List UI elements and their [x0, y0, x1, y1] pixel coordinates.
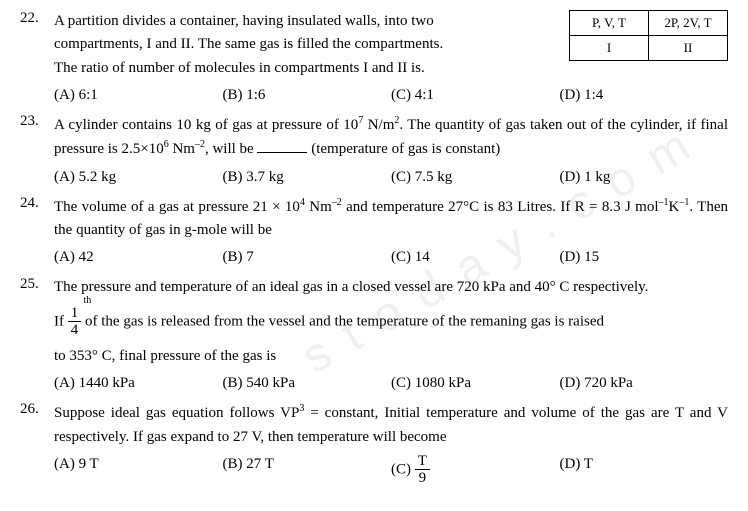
option-d: (D) T [560, 453, 729, 487]
question-text: and temperature 27°C is 83 Litres. If R … [342, 199, 659, 215]
superscript: –1 [658, 197, 668, 208]
fraction-den: 4 [68, 322, 82, 339]
diagram-cell: II [649, 36, 728, 61]
fraction-th: th [83, 295, 91, 306]
question-23: 23. A cylinder contains 10 kg of gas at … [20, 113, 728, 189]
options-row: (A) 6:1 (B) 1:6 (C) 4:1 (D) 1:4 [54, 84, 728, 107]
question-text: (temperature of gas is constant) [307, 141, 500, 157]
superscript: –2 [332, 197, 342, 208]
question-text: Suppose ideal gas equation follows VP [54, 405, 299, 421]
option-a: (A) 42 [54, 246, 223, 269]
fraction-num: 1 [68, 305, 82, 323]
question-text: A cylinder contains 10 kg of gas at pres… [54, 117, 358, 133]
options-row: (A) 1440 kPa (B) 540 kPa (C) 1080 kPa (D… [54, 372, 728, 395]
fraction: th 1 4 [68, 305, 82, 339]
question-text: Nm [169, 141, 195, 157]
options-row: (A) 5.2 kg (B) 3.7 kg (C) 7.5 kg (D) 1 k… [54, 166, 728, 189]
option-c-prefix: (C) [391, 461, 415, 477]
option-b: (B) 3.7 kg [223, 166, 392, 189]
question-26: 26. Suppose ideal gas equation follows V… [20, 401, 728, 487]
blank-line [257, 152, 307, 153]
question-text: N/m [363, 117, 394, 133]
question-number: 22. [20, 10, 54, 107]
fraction-num: T [415, 453, 430, 471]
question-number: 23. [20, 113, 54, 189]
diagram-cell: 2P, 2V, T [649, 11, 728, 36]
question-25: 25. The pressure and temperature of an i… [20, 276, 728, 396]
question-body: Suppose ideal gas equation follows VP3 =… [54, 401, 728, 487]
question-text: Nm [305, 199, 332, 215]
question-text: of the gas is released from the vessel a… [85, 313, 604, 329]
question-text: K [668, 199, 679, 215]
option-b: (B) 7 [223, 246, 392, 269]
option-d: (D) 1 kg [560, 166, 729, 189]
diagram-cell: P, V, T [570, 11, 649, 36]
question-number: 26. [20, 401, 54, 487]
question-text: The volume of a gas at pressure 21 × 10 [54, 199, 300, 215]
question-text: The ratio of number of molecules in comp… [54, 60, 425, 76]
question-body: The volume of a gas at pressure 21 × 104… [54, 195, 728, 270]
fraction: T 9 [415, 453, 430, 487]
question-number: 25. [20, 276, 54, 396]
option-c: (C) 7.5 kg [391, 166, 560, 189]
option-a: (A) 9 T [54, 453, 223, 487]
question-body: P, V, T 2P, 2V, T I II A partition divid… [54, 10, 728, 107]
question-body: The pressure and temperature of an ideal… [54, 276, 728, 396]
diagram-cell: I [570, 36, 649, 61]
option-c: (C) 4:1 [391, 84, 560, 107]
option-d: (D) 1:4 [560, 84, 729, 107]
option-a: (A) 5.2 kg [54, 166, 223, 189]
question-text: A partition divides a container, having … [54, 13, 434, 29]
option-b: (B) 1:6 [223, 84, 392, 107]
fraction-den: 9 [415, 470, 430, 487]
options-row: (A) 42 (B) 7 (C) 14 (D) 15 [54, 246, 728, 269]
superscript: –2 [195, 139, 205, 150]
option-b: (B) 27 T [223, 453, 392, 487]
question-text: The pressure and temperature of an ideal… [54, 276, 728, 299]
option-c: (C) 14 [391, 246, 560, 269]
question-number: 24. [20, 195, 54, 270]
option-d: (D) 15 [560, 246, 729, 269]
option-a: (A) 1440 kPa [54, 372, 223, 395]
options-row: (A) 9 T (B) 27 T (C) T 9 (D) T [54, 453, 728, 487]
superscript: –1 [679, 197, 689, 208]
option-d: (D) 720 kPa [560, 372, 729, 395]
compartment-diagram: P, V, T 2P, 2V, T I II [569, 10, 728, 61]
option-a: (A) 6:1 [54, 84, 223, 107]
question-body: A cylinder contains 10 kg of gas at pres… [54, 113, 728, 189]
question-text: to 353° C, final pressure of the gas is [54, 345, 728, 368]
question-24: 24. The volume of a gas at pressure 21 ×… [20, 195, 728, 270]
question-22: 22. P, V, T 2P, 2V, T I II A partition d… [20, 10, 728, 107]
option-c: (C) 1080 kPa [391, 372, 560, 395]
option-c: (C) T 9 [391, 453, 560, 487]
question-text: , will be [205, 141, 258, 157]
option-b: (B) 540 kPa [223, 372, 392, 395]
question-text: compartments, I and II. The same gas is … [54, 36, 443, 52]
question-text: If [54, 313, 68, 329]
